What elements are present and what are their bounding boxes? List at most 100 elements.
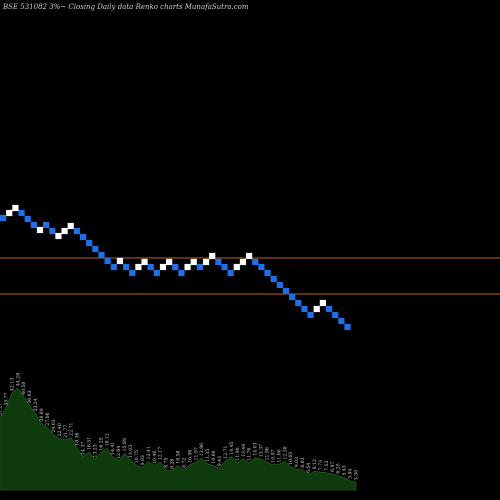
volume-value-label: 14.41 bbox=[110, 442, 116, 455]
volume-area bbox=[0, 387, 357, 491]
renko-brick-down bbox=[325, 305, 333, 313]
volume-value-label: 18.12 bbox=[104, 433, 110, 446]
volume-fill bbox=[0, 387, 357, 491]
renko-brick-down bbox=[307, 311, 314, 319]
renko-brick-down bbox=[178, 269, 185, 277]
renko-brick-down bbox=[270, 275, 277, 283]
volume-value-label: 13.86 bbox=[199, 443, 205, 456]
volume-value-label: 21.77 bbox=[63, 425, 69, 438]
renko-brick-down bbox=[43, 221, 50, 229]
renko-brick-down bbox=[104, 257, 111, 265]
chart-title: BSE 531082 3%~ Closing Daily data Renko … bbox=[2, 3, 249, 11]
volume-value-label: 8.28 bbox=[170, 459, 176, 469]
volume-value-label: 11.96 bbox=[265, 447, 271, 460]
renko-brick-down bbox=[147, 263, 154, 271]
renko-brick-up bbox=[166, 258, 173, 266]
volume-value-label: 9.03 bbox=[294, 457, 300, 467]
volume-value-label: 8.75 bbox=[164, 457, 170, 467]
volume-value-label: 13.44 bbox=[241, 444, 247, 457]
volume-value-label: 10.46 bbox=[152, 451, 158, 464]
renko-brick-down bbox=[289, 293, 296, 301]
volume-value-label: 36.63 bbox=[27, 390, 33, 403]
renko-brick-up bbox=[313, 305, 320, 313]
volume-value-label: 3.94 bbox=[348, 469, 354, 479]
volume-value-label: 8.72 bbox=[181, 458, 187, 468]
renko-brick-up bbox=[319, 299, 326, 307]
volume-value-label: 6.25 bbox=[336, 463, 342, 473]
volume-value-label: 22.71 bbox=[69, 422, 75, 435]
volume-value-label: 3.38 bbox=[354, 470, 360, 480]
renko-brick-up bbox=[55, 232, 62, 240]
volume-value-label: 12.41 bbox=[146, 446, 152, 459]
renko-brick-up bbox=[190, 258, 197, 266]
renko-brick-up bbox=[239, 258, 247, 266]
renko-brick-up bbox=[116, 257, 124, 265]
volume-value-label: 7.73 bbox=[318, 460, 324, 470]
volume-value-label: 12.64 bbox=[116, 446, 122, 459]
renko-brick-down bbox=[295, 299, 302, 307]
volume-value-label: 10.75 bbox=[134, 450, 140, 463]
renko-brick-down bbox=[301, 305, 308, 313]
volume-value-label: 42.13 bbox=[9, 378, 15, 391]
renko-brick-down bbox=[264, 269, 271, 277]
renko-brick-down bbox=[215, 258, 222, 266]
volume-value-label: 13.37 bbox=[259, 444, 265, 457]
volume-value-label: 10.60 bbox=[211, 450, 217, 463]
renko-brick-down bbox=[227, 269, 234, 277]
volume-value-label: 6.54 bbox=[306, 463, 312, 473]
volume-value-label: 27.06 bbox=[45, 412, 51, 425]
renko-brick-down bbox=[153, 269, 160, 277]
volume-value-label: 24.03 bbox=[51, 419, 57, 432]
volume-value-label: 14.45 bbox=[229, 441, 235, 454]
renko-brick-down bbox=[258, 263, 265, 271]
volume-value-label: 16.51 bbox=[87, 437, 93, 450]
renko-brick-down bbox=[344, 323, 351, 331]
renko-brick-down bbox=[129, 269, 136, 277]
renko-brick-down bbox=[221, 263, 228, 271]
volume-value-label: 10.05 bbox=[288, 452, 294, 465]
volume-value-label: 6.97 bbox=[330, 462, 336, 472]
renko-bricks bbox=[0, 204, 351, 331]
volume-value-label: 11.97 bbox=[193, 447, 199, 460]
renko-brick-down bbox=[24, 215, 31, 223]
renko-brick-up bbox=[159, 263, 167, 271]
volume-value-label: 13.25 bbox=[92, 444, 98, 457]
volume-value-label: 31.27 bbox=[0, 403, 4, 416]
renko-brick-up bbox=[202, 258, 210, 266]
volume-value-label: 8.83 bbox=[300, 457, 306, 467]
volume-value-label: 44.28 bbox=[15, 373, 21, 386]
renko-brick-up bbox=[184, 263, 191, 271]
volume-value-label: 11.90 bbox=[235, 447, 241, 460]
renko-brick-up bbox=[67, 222, 74, 230]
renko-brick-up bbox=[141, 258, 148, 266]
volume-value-label: 11.35 bbox=[205, 449, 211, 462]
volume-value-label: 7.52 bbox=[324, 460, 330, 470]
volume-value-label: 35.77 bbox=[3, 392, 9, 405]
volume-value-label: 10.97 bbox=[270, 449, 276, 462]
volume-value-label: 9.43 bbox=[217, 456, 223, 466]
volume-value-label: 13.03 bbox=[128, 445, 134, 458]
renko-brick-up bbox=[36, 226, 44, 234]
renko-brick-down bbox=[172, 263, 179, 271]
renko-brick-up bbox=[233, 263, 240, 271]
renko-brick-down bbox=[332, 311, 339, 319]
renko-brick-up bbox=[209, 252, 216, 260]
renko-brick-down bbox=[49, 227, 56, 235]
volume-value-label: 28.89 bbox=[39, 408, 45, 421]
volume-value-label: 11.76 bbox=[247, 448, 253, 461]
renko-brick-down bbox=[338, 317, 345, 325]
renko-brick-up bbox=[246, 252, 253, 260]
volume-value-label: 22.40 bbox=[57, 423, 63, 436]
renko-brick-down bbox=[123, 263, 130, 271]
renko-brick-down bbox=[196, 263, 203, 271]
renko-brick-down bbox=[86, 239, 93, 247]
volume-value-label: 11.06 bbox=[276, 449, 282, 462]
renko-brick-down bbox=[73, 227, 80, 235]
renko-brick-up bbox=[12, 204, 19, 212]
volume-value-label: 18.36 bbox=[75, 432, 81, 445]
volume-value-label: 14.37 bbox=[81, 442, 87, 455]
volume-value-label: 12.17 bbox=[158, 447, 164, 460]
